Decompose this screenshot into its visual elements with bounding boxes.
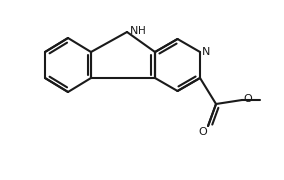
Text: O: O — [243, 94, 252, 104]
Text: N: N — [202, 47, 210, 57]
Text: H: H — [138, 26, 146, 36]
Text: N: N — [130, 26, 138, 36]
Text: O: O — [198, 127, 207, 137]
